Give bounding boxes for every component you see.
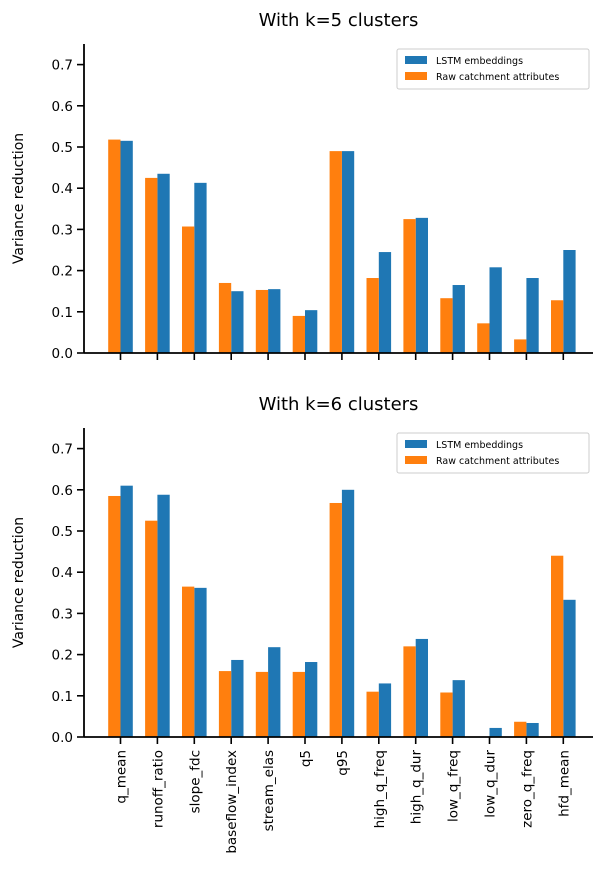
- bar-raw-low_q_dur: [477, 323, 490, 353]
- bar-lstm-q_mean: [120, 140, 133, 353]
- y-tick-label: 0.6: [52, 99, 73, 115]
- bar-raw-hfd_mean: [551, 555, 564, 737]
- bar-raw-hfd_mean: [551, 300, 564, 353]
- x-tick-label-runoff_ratio: runoff_ratio: [150, 750, 166, 828]
- bar-lstm-slope_fdc: [194, 182, 207, 353]
- y-tick-label: 0.0: [52, 346, 73, 362]
- bar-lstm-low_q_dur: [489, 267, 502, 353]
- legend: LSTM embeddings Raw catchment attributes: [396, 432, 590, 474]
- bar-raw-high_q_dur: [403, 646, 416, 737]
- legend: LSTM embeddings Raw catchment attributes: [396, 48, 590, 90]
- bar-lstm-q_mean: [120, 485, 133, 737]
- y-tick-label: 0.5: [52, 524, 73, 540]
- bar-raw-q_mean: [108, 139, 121, 353]
- x-tick-label-low_q_freq: low_q_freq: [446, 750, 462, 822]
- y-tick-label: 0.3: [52, 606, 73, 622]
- bar-lstm-baseflow_index: [231, 291, 244, 353]
- y-tick-label: 0.5: [52, 140, 73, 156]
- bar-raw-q95: [329, 151, 342, 353]
- bar-lstm-runoff_ratio: [157, 173, 170, 353]
- bar-raw-stream_elas: [255, 289, 269, 353]
- chart-panel-k5: With k=5 clusters Variance reduction 0.0 0.…: [11, 10, 593, 362]
- legend-swatch-raw: [405, 72, 427, 80]
- bar-raw-high_q_dur: [403, 219, 416, 353]
- legend-label-raw: Raw catchment attributes: [436, 456, 559, 467]
- bar-lstm-q95: [341, 151, 355, 353]
- x-tick-label-hfd_mean: hfd_mean: [556, 750, 572, 817]
- legend-box: [396, 432, 590, 474]
- bar-lstm-stream_elas: [268, 289, 281, 353]
- bar-lstm-stream_elas: [268, 647, 281, 737]
- bar-lstm-high_q_dur: [415, 217, 428, 353]
- x-tick-label-slope_fdc: slope_fdc: [187, 750, 203, 813]
- bar-raw-low_q_freq: [440, 692, 453, 737]
- bar-raw-runoff_ratio: [145, 177, 158, 353]
- bar-raw-slope_fdc: [182, 226, 195, 353]
- x-tick-label-low_q_dur: low_q_dur: [483, 750, 499, 818]
- y-tick-label: 0.1: [52, 689, 73, 705]
- chart-title: With k=6 clusters: [259, 394, 419, 415]
- bar-lstm-hfd_mean: [563, 250, 576, 353]
- y-tick-label: 0.0: [52, 730, 73, 746]
- bar-raw-stream_elas: [255, 671, 269, 737]
- bar-lstm-runoff_ratio: [157, 494, 170, 737]
- bar-lstm-baseflow_index: [231, 659, 244, 737]
- y-tick-label: 0.2: [52, 648, 73, 664]
- y-axis-label: Variance reduction: [11, 517, 27, 648]
- y-tick-label: 0.4: [52, 565, 73, 581]
- bar-raw-q95: [329, 502, 342, 737]
- bar-raw-baseflow_index: [218, 282, 232, 353]
- bar-raw-runoff_ratio: [145, 520, 158, 737]
- x-tick-label-q_mean: q_mean: [114, 750, 130, 804]
- x-tick-label-high_q_dur: high_q_dur: [409, 750, 425, 825]
- bar-raw-q5: [292, 315, 305, 353]
- x-tick-label-stream_elas: stream_elas: [261, 750, 277, 831]
- bar-lstm-q95: [341, 489, 355, 737]
- bar-lstm-hfd_mean: [563, 599, 576, 737]
- y-tick-label: 0.2: [52, 264, 73, 280]
- bar-lstm-slope_fdc: [194, 587, 207, 737]
- legend-box: [396, 48, 590, 90]
- bar-lstm-q5: [305, 310, 318, 353]
- bar-raw-low_q_freq: [440, 298, 453, 353]
- x-tick-label-baseflow_index: baseflow_index: [224, 750, 240, 854]
- x-tick-label-q5: q5: [298, 750, 314, 767]
- bar-raw-high_q_freq: [366, 691, 379, 737]
- x-tick-label-q95: q95: [335, 750, 351, 776]
- y-tick-label: 0.3: [52, 222, 73, 238]
- y-tick-label: 0.7: [52, 58, 73, 74]
- chart-title: With k=5 clusters: [259, 10, 419, 31]
- y-axis-label: Variance reduction: [11, 133, 27, 264]
- x-tick-label-zero_q_freq: zero_q_freq: [519, 750, 535, 828]
- bar-raw-q_mean: [108, 495, 121, 737]
- y-tick-label: 0.1: [52, 305, 73, 321]
- bar-lstm-zero_q_freq: [526, 722, 539, 737]
- bar-lstm-low_q_freq: [452, 285, 465, 353]
- y-tick-label: 0.7: [52, 442, 73, 458]
- bar-lstm-high_q_dur: [415, 638, 428, 737]
- bar-raw-zero_q_freq: [514, 721, 527, 737]
- legend-swatch-raw: [405, 456, 427, 464]
- legend-label-lstm: LSTM embeddings: [436, 56, 523, 67]
- bar-raw-zero_q_freq: [514, 339, 527, 353]
- chart-panel-k6: With k=6 clusters Variance reduction q_mea…: [11, 394, 593, 854]
- bar-raw-q5: [292, 671, 305, 737]
- bar-lstm-high_q_freq: [378, 683, 392, 737]
- legend-label-raw: Raw catchment attributes: [436, 72, 559, 83]
- bar-raw-high_q_freq: [366, 278, 379, 353]
- legend-swatch-lstm: [405, 56, 427, 64]
- bar-lstm-q5: [305, 662, 318, 737]
- bar-lstm-low_q_freq: [452, 680, 465, 737]
- legend-label-lstm: LSTM embeddings: [436, 440, 523, 451]
- y-tick-label: 0.4: [52, 181, 73, 197]
- x-tick-label-high_q_freq: high_q_freq: [372, 750, 388, 828]
- bar-lstm-low_q_dur: [489, 727, 502, 737]
- bar-raw-slope_fdc: [182, 586, 195, 737]
- y-tick-label: 0.6: [52, 483, 73, 499]
- bar-lstm-high_q_freq: [378, 252, 392, 353]
- bar-raw-baseflow_index: [218, 671, 232, 737]
- legend-swatch-lstm: [405, 440, 427, 448]
- bar-lstm-zero_q_freq: [526, 278, 539, 353]
